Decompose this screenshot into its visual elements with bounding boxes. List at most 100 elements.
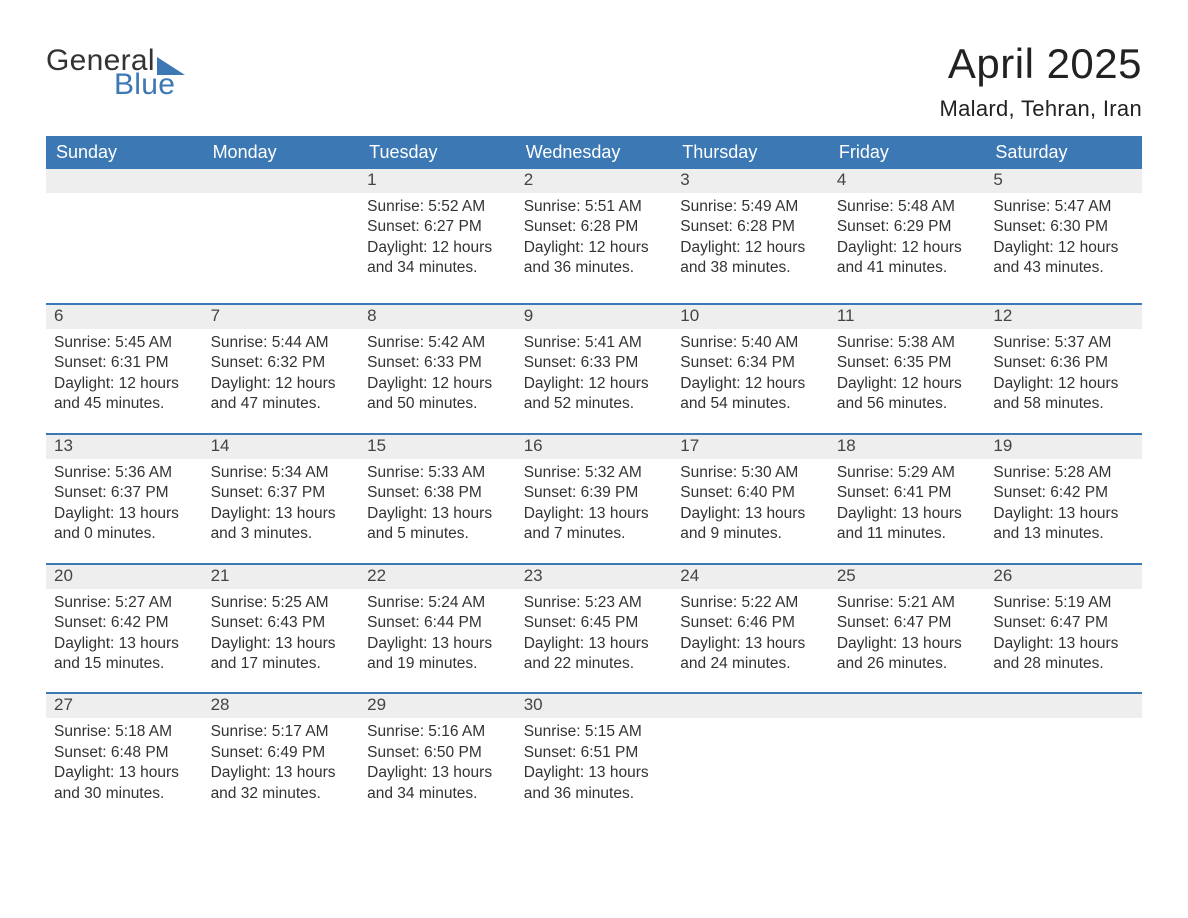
daylight-line-2: and 43 minutes. (993, 258, 1134, 278)
day-number: 12 (985, 305, 1142, 329)
day-cell: 3Sunrise: 5:49 AMSunset: 6:28 PMDaylight… (672, 169, 829, 303)
sunrise-line: Sunrise: 5:25 AM (211, 593, 352, 613)
sunrise-line: Sunrise: 5:18 AM (54, 722, 195, 742)
day-number: 13 (46, 435, 203, 459)
day-cell: 23Sunrise: 5:23 AMSunset: 6:45 PMDayligh… (516, 565, 673, 693)
week-row: 13Sunrise: 5:36 AMSunset: 6:37 PMDayligh… (46, 433, 1142, 563)
day-body: Sunrise: 5:34 AMSunset: 6:37 PMDaylight:… (203, 459, 360, 563)
title-block: April 2025 Malard, Tehran, Iran (940, 40, 1142, 122)
sunset-line: Sunset: 6:47 PM (993, 613, 1134, 633)
sunset-line: Sunset: 6:48 PM (54, 743, 195, 763)
daylight-line-1: Daylight: 12 hours (211, 374, 352, 394)
day-body (829, 718, 986, 814)
sunset-line: Sunset: 6:38 PM (367, 483, 508, 503)
daylight-line-2: and 34 minutes. (367, 258, 508, 278)
day-cell: 24Sunrise: 5:22 AMSunset: 6:46 PMDayligh… (672, 565, 829, 693)
daylight-line-2: and 52 minutes. (524, 394, 665, 414)
daylight-line-1: Daylight: 13 hours (993, 504, 1134, 524)
day-cell (672, 694, 829, 822)
daylight-line-2: and 56 minutes. (837, 394, 978, 414)
day-number: 1 (359, 169, 516, 193)
sunrise-line: Sunrise: 5:30 AM (680, 463, 821, 483)
day-cell: 28Sunrise: 5:17 AMSunset: 6:49 PMDayligh… (203, 694, 360, 822)
day-number-empty (46, 169, 203, 193)
daylight-line-1: Daylight: 13 hours (54, 763, 195, 783)
daylight-line-2: and 0 minutes. (54, 524, 195, 544)
day-cell: 8Sunrise: 5:42 AMSunset: 6:33 PMDaylight… (359, 305, 516, 433)
daylight-line-2: and 32 minutes. (211, 784, 352, 804)
day-body: Sunrise: 5:44 AMSunset: 6:32 PMDaylight:… (203, 329, 360, 433)
daylight-line-1: Daylight: 13 hours (524, 504, 665, 524)
day-number: 2 (516, 169, 673, 193)
day-cell (46, 169, 203, 303)
day-body: Sunrise: 5:45 AMSunset: 6:31 PMDaylight:… (46, 329, 203, 433)
daylight-line-1: Daylight: 12 hours (524, 374, 665, 394)
daylight-line-2: and 50 minutes. (367, 394, 508, 414)
day-number: 20 (46, 565, 203, 589)
day-number: 26 (985, 565, 1142, 589)
day-number: 18 (829, 435, 986, 459)
sunset-line: Sunset: 6:33 PM (524, 353, 665, 373)
daylight-line-2: and 7 minutes. (524, 524, 665, 544)
daylight-line-2: and 41 minutes. (837, 258, 978, 278)
day-body: Sunrise: 5:40 AMSunset: 6:34 PMDaylight:… (672, 329, 829, 433)
daylight-line-1: Daylight: 12 hours (524, 238, 665, 258)
daylight-line-2: and 3 minutes. (211, 524, 352, 544)
day-cell: 7Sunrise: 5:44 AMSunset: 6:32 PMDaylight… (203, 305, 360, 433)
sunset-line: Sunset: 6:47 PM (837, 613, 978, 633)
logo-text-blue: Blue (114, 68, 175, 102)
day-cell: 21Sunrise: 5:25 AMSunset: 6:43 PMDayligh… (203, 565, 360, 693)
day-cell: 25Sunrise: 5:21 AMSunset: 6:47 PMDayligh… (829, 565, 986, 693)
header-row: General Blue April 2025 Malard, Tehran, … (46, 40, 1142, 122)
daylight-line-2: and 58 minutes. (993, 394, 1134, 414)
sunrise-line: Sunrise: 5:21 AM (837, 593, 978, 613)
weekday-label: Thursday (672, 136, 829, 169)
day-body: Sunrise: 5:42 AMSunset: 6:33 PMDaylight:… (359, 329, 516, 433)
daylight-line-2: and 26 minutes. (837, 654, 978, 674)
day-number: 4 (829, 169, 986, 193)
sunset-line: Sunset: 6:33 PM (367, 353, 508, 373)
day-cell: 13Sunrise: 5:36 AMSunset: 6:37 PMDayligh… (46, 435, 203, 563)
sunset-line: Sunset: 6:40 PM (680, 483, 821, 503)
day-body (203, 193, 360, 303)
weekday-label: Friday (829, 136, 986, 169)
week-row: 20Sunrise: 5:27 AMSunset: 6:42 PMDayligh… (46, 563, 1142, 693)
day-number-empty (829, 694, 986, 718)
day-cell: 22Sunrise: 5:24 AMSunset: 6:44 PMDayligh… (359, 565, 516, 693)
day-cell: 2Sunrise: 5:51 AMSunset: 6:28 PMDaylight… (516, 169, 673, 303)
daylight-line-2: and 15 minutes. (54, 654, 195, 674)
daylight-line-1: Daylight: 13 hours (524, 763, 665, 783)
daylight-line-1: Daylight: 12 hours (993, 238, 1134, 258)
sunrise-line: Sunrise: 5:40 AM (680, 333, 821, 353)
sunset-line: Sunset: 6:41 PM (837, 483, 978, 503)
sunrise-line: Sunrise: 5:33 AM (367, 463, 508, 483)
sunset-line: Sunset: 6:34 PM (680, 353, 821, 373)
day-number: 19 (985, 435, 1142, 459)
sunset-line: Sunset: 6:50 PM (367, 743, 508, 763)
day-cell: 5Sunrise: 5:47 AMSunset: 6:30 PMDaylight… (985, 169, 1142, 303)
day-body: Sunrise: 5:18 AMSunset: 6:48 PMDaylight:… (46, 718, 203, 822)
day-body: Sunrise: 5:29 AMSunset: 6:41 PMDaylight:… (829, 459, 986, 563)
daylight-line-1: Daylight: 13 hours (54, 634, 195, 654)
sunset-line: Sunset: 6:46 PM (680, 613, 821, 633)
day-body: Sunrise: 5:30 AMSunset: 6:40 PMDaylight:… (672, 459, 829, 563)
day-cell: 14Sunrise: 5:34 AMSunset: 6:37 PMDayligh… (203, 435, 360, 563)
daylight-line-1: Daylight: 12 hours (680, 238, 821, 258)
location-text: Malard, Tehran, Iran (940, 96, 1142, 122)
day-body: Sunrise: 5:41 AMSunset: 6:33 PMDaylight:… (516, 329, 673, 433)
day-number: 22 (359, 565, 516, 589)
day-cell: 4Sunrise: 5:48 AMSunset: 6:29 PMDaylight… (829, 169, 986, 303)
weekday-label: Sunday (46, 136, 203, 169)
day-cell: 18Sunrise: 5:29 AMSunset: 6:41 PMDayligh… (829, 435, 986, 563)
day-cell (203, 169, 360, 303)
daylight-line-2: and 34 minutes. (367, 784, 508, 804)
sunrise-line: Sunrise: 5:47 AM (993, 197, 1134, 217)
day-cell: 19Sunrise: 5:28 AMSunset: 6:42 PMDayligh… (985, 435, 1142, 563)
day-number: 14 (203, 435, 360, 459)
sunset-line: Sunset: 6:49 PM (211, 743, 352, 763)
day-body: Sunrise: 5:49 AMSunset: 6:28 PMDaylight:… (672, 193, 829, 303)
daylight-line-2: and 54 minutes. (680, 394, 821, 414)
day-body: Sunrise: 5:28 AMSunset: 6:42 PMDaylight:… (985, 459, 1142, 563)
daylight-line-2: and 13 minutes. (993, 524, 1134, 544)
sunset-line: Sunset: 6:35 PM (837, 353, 978, 373)
